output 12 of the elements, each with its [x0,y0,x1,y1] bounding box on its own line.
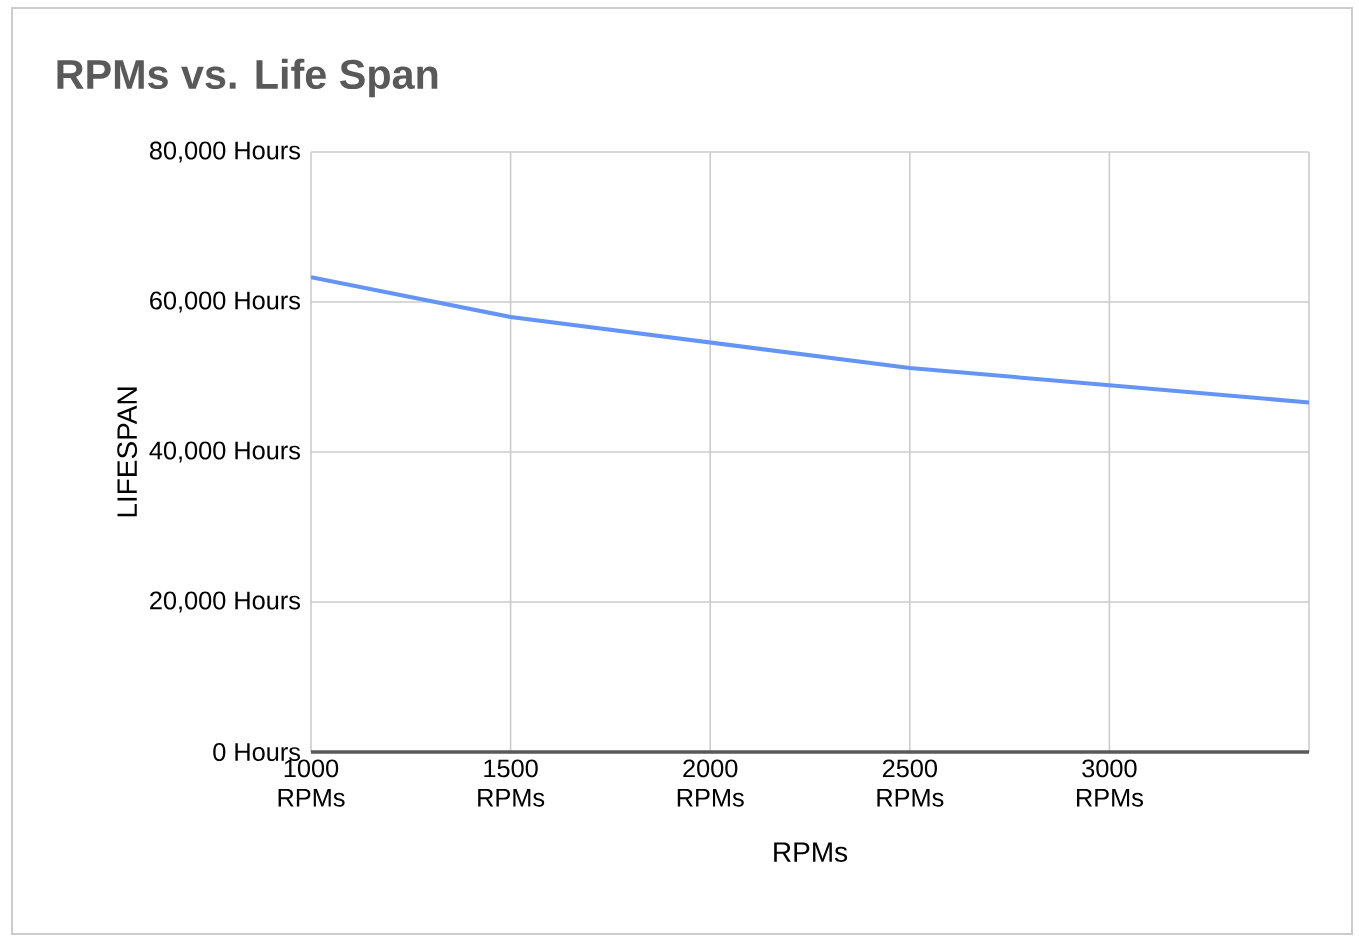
chart-title: RPMs vs. Life Span [57,58,438,98]
x-axis-title: RPMs [774,842,848,862]
y-tick-label: 0 Hours [213,743,301,761]
x-tick-label: 1500 RPMs [478,759,545,807]
x-tick-label: 2000 RPMs [677,759,744,807]
x-tick-label: 3000 RPMs [1077,759,1143,807]
y-tick-label: 80,000 Hours [149,141,300,163]
y-tick-label: 60,000 Hours [150,291,300,313]
y-tick-label: 40,000 Hours [149,441,300,463]
y-axis-title: LIFESPAN [117,387,138,517]
x-tick-label: 2500 RPMs [877,759,944,807]
y-tick-label: 20,000 Hours [150,591,300,613]
